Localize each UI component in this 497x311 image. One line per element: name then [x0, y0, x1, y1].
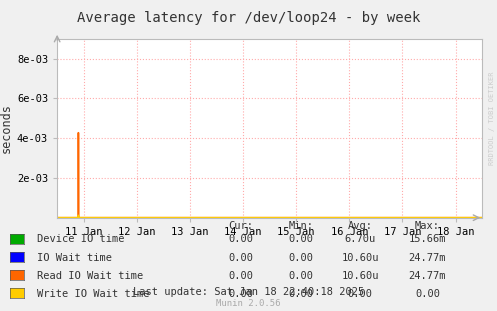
- Y-axis label: seconds: seconds: [0, 103, 13, 153]
- Text: 0.00: 0.00: [229, 289, 253, 299]
- Text: 0.00: 0.00: [348, 289, 373, 299]
- Text: 0.00: 0.00: [288, 271, 313, 281]
- Text: 0.00: 0.00: [415, 289, 440, 299]
- Text: 10.60u: 10.60u: [341, 271, 379, 281]
- Text: Min:: Min:: [288, 220, 313, 230]
- Text: 24.77m: 24.77m: [409, 253, 446, 262]
- Text: 6.70u: 6.70u: [345, 234, 376, 244]
- Text: 0.00: 0.00: [288, 253, 313, 262]
- Text: 15.66m: 15.66m: [409, 234, 446, 244]
- Text: Cur:: Cur:: [229, 220, 253, 230]
- Text: 0.00: 0.00: [229, 271, 253, 281]
- Text: Read IO Wait time: Read IO Wait time: [37, 271, 144, 281]
- Text: 10.60u: 10.60u: [341, 253, 379, 262]
- Text: RRDTOOL / TOBI OETIKER: RRDTOOL / TOBI OETIKER: [489, 72, 495, 165]
- Text: 0.00: 0.00: [229, 253, 253, 262]
- Text: Max:: Max:: [415, 220, 440, 230]
- Text: 0.00: 0.00: [288, 289, 313, 299]
- Text: Average latency for /dev/loop24 - by week: Average latency for /dev/loop24 - by wee…: [77, 11, 420, 25]
- Text: IO Wait time: IO Wait time: [37, 253, 112, 262]
- Text: Device IO time: Device IO time: [37, 234, 125, 244]
- Text: Avg:: Avg:: [348, 220, 373, 230]
- Text: 24.77m: 24.77m: [409, 271, 446, 281]
- Text: 0.00: 0.00: [288, 234, 313, 244]
- Text: Last update: Sat Jan 18 22:40:18 2025: Last update: Sat Jan 18 22:40:18 2025: [133, 287, 364, 297]
- Text: 0.00: 0.00: [229, 234, 253, 244]
- Text: Munin 2.0.56: Munin 2.0.56: [216, 299, 281, 308]
- Text: Write IO Wait time: Write IO Wait time: [37, 289, 150, 299]
